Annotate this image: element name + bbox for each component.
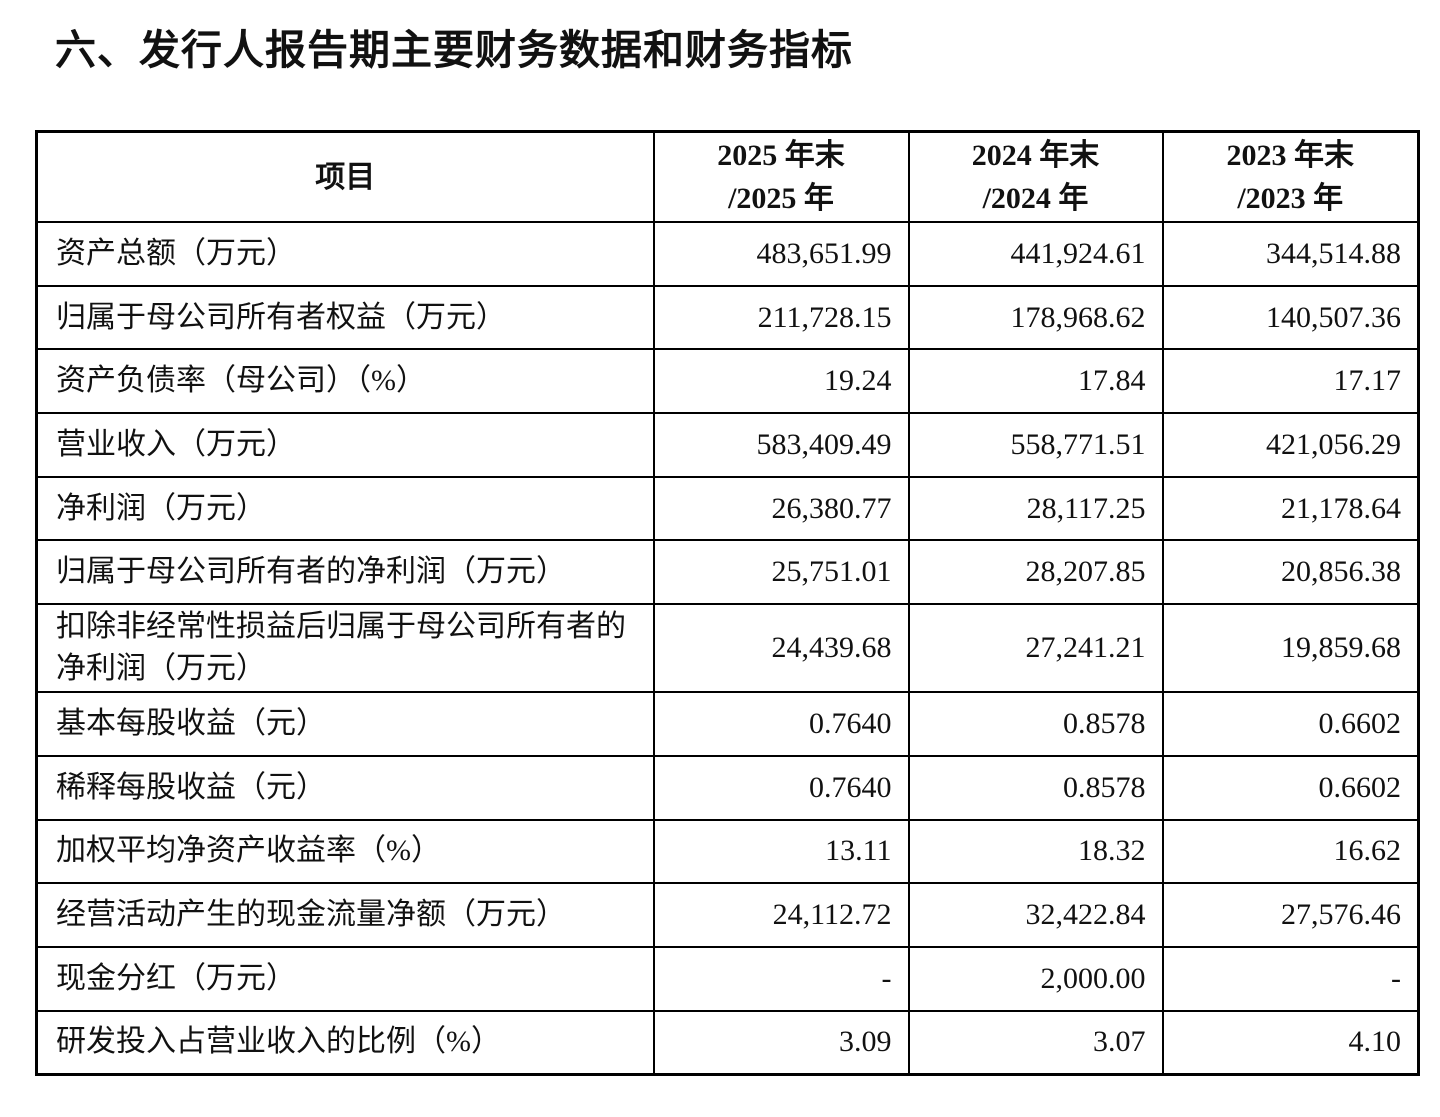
value-cell: 0.6602 xyxy=(1161,754,1420,821)
value-cell: 32,422.84 xyxy=(907,882,1164,948)
header-cell: 2024 年末/2024 年 xyxy=(907,130,1164,223)
value-cell: 0.7640 xyxy=(652,754,910,821)
value-cell: 16.62 xyxy=(1161,818,1420,885)
row-label: 资产总额（万元） xyxy=(35,221,655,287)
value-cell: 28,117.25 xyxy=(907,475,1164,542)
value-cell: 24,439.68 xyxy=(652,603,910,694)
value-cell: 558,771.51 xyxy=(907,412,1164,478)
value-cell: 583,409.49 xyxy=(652,412,910,478)
section-title: 六、发行人报告期主要财务数据和财务指标 xyxy=(55,27,853,73)
value-cell: 211,728.15 xyxy=(652,284,910,351)
table-row: 资产负债率（母公司）（%） 19.24 17.84 17.17 xyxy=(35,348,1420,415)
value-cell: 25,751.01 xyxy=(652,539,910,606)
value-cell: 178,968.62 xyxy=(907,284,1164,351)
value-cell: 19.24 xyxy=(652,348,910,415)
table-row: 经营活动产生的现金流量净额（万元） 24,112.72 32,422.84 27,57… xyxy=(35,882,1420,948)
value-cell: 27,241.21 xyxy=(907,603,1164,694)
value-cell: 3.07 xyxy=(907,1009,1164,1076)
table-row: 归属于母公司所有者的净利润（万元） 25,751.01 28,207.85 20,85… xyxy=(35,539,1420,606)
value-cell: 17.17 xyxy=(1161,348,1420,415)
table-row: 扣除非经常性损益后归属于母公司所有者的净利润（万元） 24,439.68 27,24… xyxy=(35,603,1420,694)
row-label: 经营活动产生的现金流量净额（万元） xyxy=(35,882,655,948)
header-line: 项目 xyxy=(315,160,376,194)
financial-table: 项目 2025 年末/2025 年 2024 年末/2024 年 2023 年末/20… xyxy=(35,130,1420,1077)
table-row: 资产总额（万元） 483,651.99 441,924.61 344,514.88 xyxy=(35,221,1420,287)
header-line: /2025 年 xyxy=(728,182,834,215)
table-row: 稀释每股收益（元） 0.7640 0.8578 0.6602 xyxy=(35,754,1420,821)
row-label: 现金分红（万元） xyxy=(35,945,655,1012)
row-label: 归属于母公司所有者权益（万元） xyxy=(35,284,655,351)
header-line: 2024 年末 xyxy=(971,139,1100,172)
value-cell: 4.10 xyxy=(1161,1009,1420,1076)
value-cell: 441,924.61 xyxy=(907,221,1164,287)
value-cell: 3.09 xyxy=(652,1009,910,1076)
value-cell: 140,507.36 xyxy=(1161,284,1420,351)
value-cell: 17.84 xyxy=(907,348,1164,415)
row-label: 加权平均净资产收益率（%） xyxy=(35,818,655,885)
table-row: 现金分红（万元） -2,000.00- xyxy=(35,945,1420,1012)
value-cell: 18.32 xyxy=(907,818,1164,885)
value-cell: 0.6602 xyxy=(1161,691,1420,757)
table-body: 资产总额（万元） 483,651.99 441,924.61 344,514.88 归属… xyxy=(35,221,1420,1076)
header-row: 项目 2025 年末/2025 年 2024 年末/2024 年 2023 年末/20… xyxy=(35,130,1420,223)
row-label: 研发投入占营业收入的比例（%） xyxy=(35,1009,655,1076)
table-row: 基本每股收益（元） 0.7640 0.8578 0.6602 xyxy=(35,691,1420,757)
value-cell: 13.11 xyxy=(652,818,910,885)
value-cell: 20,856.38 xyxy=(1161,539,1420,606)
table-row: 净利润（万元） 26,380.77 28,117.25 21,178.64 xyxy=(35,475,1420,542)
header-line: 2023 年末 xyxy=(1226,139,1355,172)
row-label: 稀释每股收益（元） xyxy=(35,754,655,821)
value-cell: 483,651.99 xyxy=(652,221,910,287)
value-cell: 0.8578 xyxy=(907,691,1164,757)
value-cell: - xyxy=(652,945,910,1012)
value-cell: 21,178.64 xyxy=(1161,475,1420,542)
table-row: 研发投入占营业收入的比例（%） 3.09 3.07 4.10 xyxy=(35,1009,1420,1076)
header-line: 2025 年末 xyxy=(717,139,845,172)
row-label: 资产负债率（母公司）（%） xyxy=(35,348,655,415)
value-cell: 0.8578 xyxy=(907,754,1164,821)
value-cell: 421,056.29 xyxy=(1161,412,1420,478)
header-cell: 2023 年末/2023 年 xyxy=(1161,130,1420,223)
header-cell: 项目 xyxy=(35,130,655,223)
row-label: 归属于母公司所有者的净利润（万元） xyxy=(35,539,655,606)
value-cell: 2,000.00 xyxy=(907,945,1164,1012)
row-label: 扣除非经常性损益后归属于母公司所有者的净利润（万元） xyxy=(35,603,655,694)
value-cell: 344,514.88 xyxy=(1161,221,1420,287)
table-row: 营业收入（万元） 583,409.49 558,771.51 421,056.29 xyxy=(35,412,1420,478)
value-cell: 28,207.85 xyxy=(907,539,1164,606)
row-label: 营业收入（万元） xyxy=(35,412,655,478)
value-cell: 24,112.72 xyxy=(652,882,910,948)
header-cell: 2025 年末/2025 年 xyxy=(652,130,910,223)
value-cell: 0.7640 xyxy=(652,691,910,757)
value-cell: 27,576.46 xyxy=(1161,882,1420,948)
header-line: /2023 年 xyxy=(1237,182,1344,215)
value-cell: - xyxy=(1161,945,1420,1012)
value-cell: 19,859.68 xyxy=(1161,603,1420,694)
value-cell: 26,380.77 xyxy=(652,475,910,542)
header-line: /2024 年 xyxy=(982,182,1089,215)
table-row: 归属于母公司所有者权益（万元） 211,728.15 178,968.62 140,5… xyxy=(35,284,1420,351)
row-label: 净利润（万元） xyxy=(35,475,655,542)
table-row: 加权平均净资产收益率（%） 13.11 18.32 16.62 xyxy=(35,818,1420,885)
row-label: 基本每股收益（元） xyxy=(35,691,655,757)
